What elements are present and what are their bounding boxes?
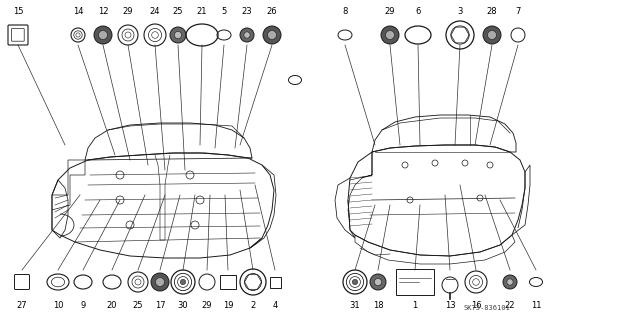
Circle shape xyxy=(381,26,399,44)
Circle shape xyxy=(370,274,386,290)
Text: 6: 6 xyxy=(415,8,420,17)
Text: 16: 16 xyxy=(470,301,481,310)
Circle shape xyxy=(263,26,281,44)
Text: 25: 25 xyxy=(173,8,183,17)
Text: SK73-836101: SK73-836101 xyxy=(463,305,510,311)
Text: 28: 28 xyxy=(486,8,497,17)
Text: 9: 9 xyxy=(81,301,86,310)
Circle shape xyxy=(503,275,517,289)
Text: 22: 22 xyxy=(505,301,515,310)
Text: 12: 12 xyxy=(98,8,108,17)
Text: 19: 19 xyxy=(223,301,233,310)
Text: 17: 17 xyxy=(155,301,165,310)
Circle shape xyxy=(244,32,250,38)
Bar xyxy=(269,277,280,287)
Circle shape xyxy=(170,27,186,43)
Text: 18: 18 xyxy=(372,301,383,310)
Text: 23: 23 xyxy=(242,8,252,17)
Circle shape xyxy=(385,31,394,40)
Text: 3: 3 xyxy=(458,8,463,17)
Text: 29: 29 xyxy=(202,301,212,310)
Text: 7: 7 xyxy=(515,8,521,17)
Text: 8: 8 xyxy=(342,8,348,17)
Text: 27: 27 xyxy=(17,301,28,310)
Circle shape xyxy=(180,279,186,285)
Circle shape xyxy=(374,278,381,286)
Text: 25: 25 xyxy=(132,301,143,310)
Circle shape xyxy=(488,31,497,40)
Text: 2: 2 xyxy=(250,301,255,310)
Circle shape xyxy=(99,31,108,40)
Circle shape xyxy=(94,26,112,44)
Text: 21: 21 xyxy=(196,8,207,17)
Bar xyxy=(396,269,434,295)
Text: 4: 4 xyxy=(273,301,278,310)
Circle shape xyxy=(268,31,276,40)
Circle shape xyxy=(151,273,169,291)
Text: 13: 13 xyxy=(445,301,455,310)
Text: 10: 10 xyxy=(52,301,63,310)
Text: 11: 11 xyxy=(531,301,541,310)
Circle shape xyxy=(240,28,254,42)
Text: 31: 31 xyxy=(349,301,360,310)
Circle shape xyxy=(174,31,182,39)
Text: 24: 24 xyxy=(150,8,160,17)
Text: 20: 20 xyxy=(107,301,117,310)
Circle shape xyxy=(353,279,358,285)
Text: 29: 29 xyxy=(385,8,396,17)
Circle shape xyxy=(156,278,164,286)
Text: 30: 30 xyxy=(178,301,188,310)
Text: 15: 15 xyxy=(13,8,23,17)
Bar xyxy=(220,275,236,289)
Text: 14: 14 xyxy=(73,8,83,17)
Text: 29: 29 xyxy=(123,8,133,17)
Circle shape xyxy=(507,279,513,285)
Circle shape xyxy=(483,26,501,44)
Text: 1: 1 xyxy=(412,301,418,310)
Text: 5: 5 xyxy=(221,8,227,17)
Text: 26: 26 xyxy=(267,8,277,17)
